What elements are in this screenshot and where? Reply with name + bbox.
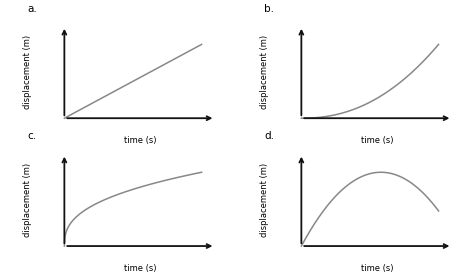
Text: time (s): time (s) [124,137,156,146]
Text: displacement (m): displacement (m) [23,163,32,237]
Text: time (s): time (s) [361,264,393,272]
Text: displacement (m): displacement (m) [23,35,32,109]
Text: c.: c. [27,131,36,141]
Text: time (s): time (s) [124,264,156,272]
Text: displacement (m): displacement (m) [260,163,269,237]
Text: b.: b. [264,4,274,14]
Text: d.: d. [264,131,274,141]
Text: a.: a. [27,4,37,14]
Text: displacement (m): displacement (m) [260,35,269,109]
Text: time (s): time (s) [361,137,393,146]
